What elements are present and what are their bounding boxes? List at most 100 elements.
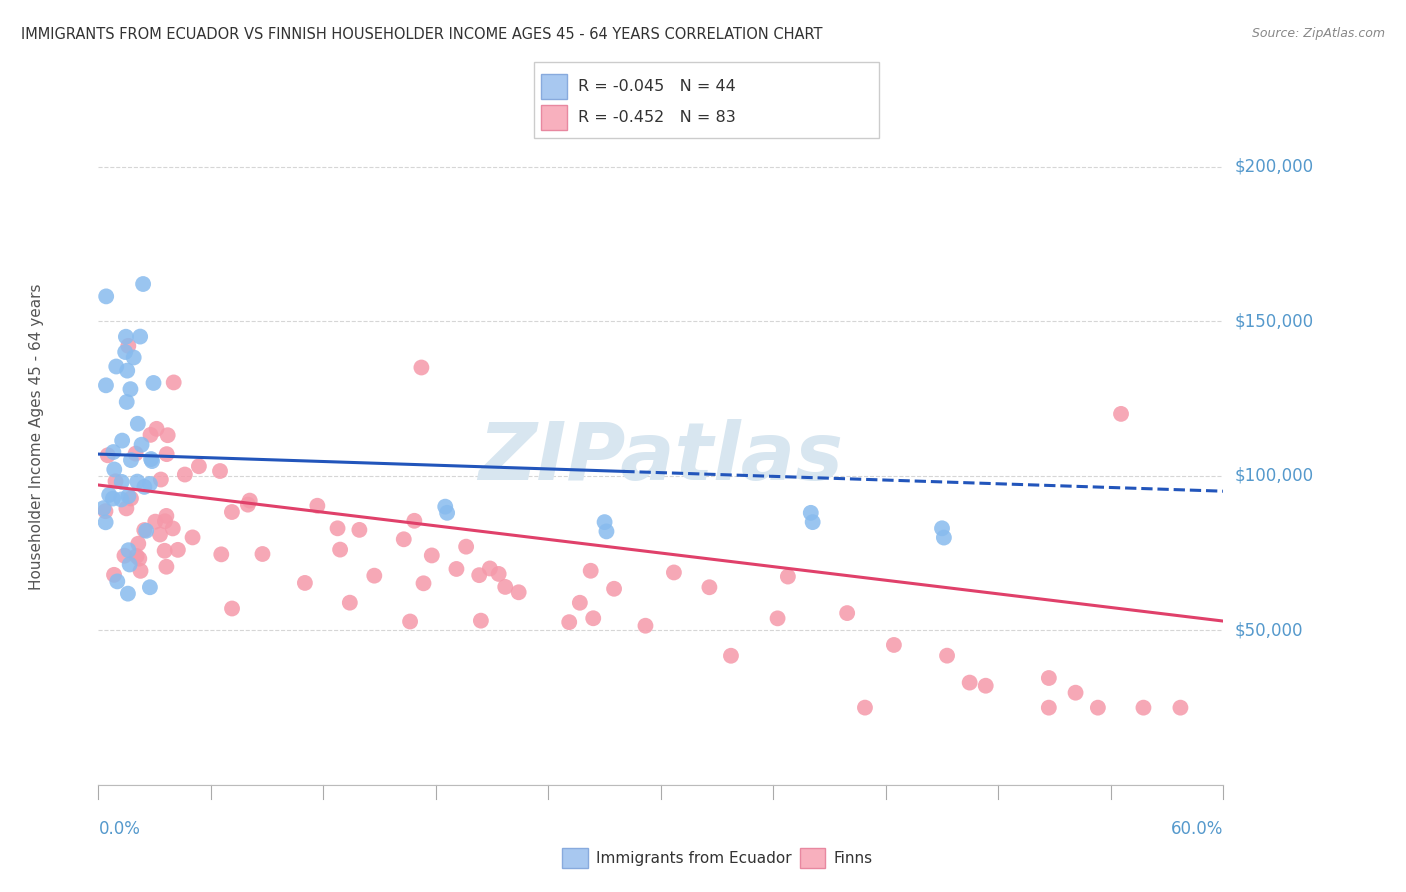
Point bbox=[115, 395, 138, 409]
Point bbox=[120, 453, 142, 467]
Point bbox=[103, 462, 125, 476]
Point bbox=[155, 559, 177, 574]
Point bbox=[153, 514, 176, 528]
Text: Householder Income Ages 45 - 64 years: Householder Income Ages 45 - 64 years bbox=[30, 284, 44, 591]
Point bbox=[115, 330, 138, 344]
Point bbox=[115, 363, 138, 377]
Point bbox=[131, 438, 153, 452]
Point bbox=[392, 533, 415, 547]
Point bbox=[349, 523, 371, 537]
Point bbox=[114, 549, 136, 563]
Point bbox=[120, 382, 142, 396]
Point bbox=[634, 618, 657, 632]
Point bbox=[153, 543, 176, 558]
Point bbox=[236, 498, 259, 512]
Text: R = -0.045   N = 44: R = -0.045 N = 44 bbox=[578, 79, 735, 94]
Text: $100,000: $100,000 bbox=[1234, 467, 1313, 484]
Point bbox=[94, 378, 117, 392]
Point bbox=[801, 515, 824, 529]
Point bbox=[1109, 407, 1132, 421]
Point bbox=[139, 580, 162, 594]
Point bbox=[329, 542, 352, 557]
Point bbox=[720, 648, 742, 663]
Point bbox=[93, 501, 115, 516]
Point bbox=[776, 569, 799, 583]
Point bbox=[468, 568, 491, 582]
Point bbox=[173, 467, 195, 482]
Text: R = -0.452   N = 83: R = -0.452 N = 83 bbox=[578, 111, 735, 125]
Point bbox=[98, 488, 121, 502]
Point bbox=[1064, 686, 1087, 700]
Point bbox=[326, 521, 349, 535]
Point bbox=[412, 576, 434, 591]
Text: 60.0%: 60.0% bbox=[1171, 820, 1223, 838]
Point bbox=[221, 505, 243, 519]
Point bbox=[936, 648, 959, 663]
Point bbox=[167, 542, 190, 557]
Point bbox=[307, 499, 329, 513]
Point bbox=[837, 606, 859, 620]
Point bbox=[127, 537, 149, 551]
Point bbox=[883, 638, 905, 652]
Point bbox=[124, 447, 146, 461]
Point bbox=[363, 568, 385, 582]
Point bbox=[436, 506, 458, 520]
Point bbox=[117, 339, 139, 353]
Point bbox=[1132, 700, 1154, 714]
Point bbox=[579, 564, 602, 578]
Point bbox=[508, 585, 530, 599]
Point bbox=[120, 491, 142, 506]
Point bbox=[339, 596, 361, 610]
Point bbox=[117, 489, 139, 503]
Point bbox=[181, 530, 204, 544]
Point bbox=[420, 549, 443, 563]
Point bbox=[94, 516, 117, 530]
Point bbox=[187, 459, 209, 474]
Point bbox=[127, 475, 149, 489]
Point bbox=[221, 601, 243, 615]
Text: IMMIGRANTS FROM ECUADOR VS FINNISH HOUSEHOLDER INCOME AGES 45 - 64 YEARS CORRELA: IMMIGRANTS FROM ECUADOR VS FINNISH HOUSE… bbox=[21, 27, 823, 42]
Text: Source: ZipAtlas.com: Source: ZipAtlas.com bbox=[1251, 27, 1385, 40]
Point bbox=[156, 428, 179, 442]
Point bbox=[129, 564, 152, 578]
Point bbox=[488, 566, 510, 581]
Point bbox=[96, 289, 118, 303]
Point bbox=[155, 508, 177, 523]
Point bbox=[117, 543, 139, 558]
Point bbox=[252, 547, 274, 561]
Point bbox=[127, 417, 149, 431]
Point bbox=[103, 445, 125, 459]
Point bbox=[974, 679, 997, 693]
Point bbox=[104, 475, 127, 489]
Point bbox=[163, 376, 186, 390]
Point bbox=[162, 521, 184, 535]
Point bbox=[1087, 700, 1109, 714]
Point bbox=[1170, 700, 1192, 714]
Point bbox=[122, 351, 145, 365]
Point bbox=[142, 376, 165, 390]
Point bbox=[595, 524, 617, 539]
Point bbox=[766, 611, 789, 625]
Point bbox=[143, 515, 166, 529]
Point bbox=[139, 428, 162, 442]
Point bbox=[118, 558, 141, 572]
Point bbox=[959, 675, 981, 690]
Point bbox=[294, 576, 316, 591]
Point bbox=[593, 515, 616, 529]
Point bbox=[932, 531, 955, 545]
Text: Finns: Finns bbox=[834, 851, 873, 865]
Point bbox=[662, 566, 685, 580]
Point bbox=[94, 504, 117, 518]
Text: $200,000: $200,000 bbox=[1234, 158, 1313, 176]
Point bbox=[101, 491, 124, 506]
Text: $50,000: $50,000 bbox=[1234, 622, 1303, 640]
Point bbox=[478, 561, 501, 575]
Point bbox=[105, 359, 128, 374]
Text: Immigrants from Ecuador: Immigrants from Ecuador bbox=[596, 851, 792, 865]
Point bbox=[931, 521, 953, 535]
Point bbox=[132, 277, 155, 291]
Point bbox=[156, 447, 179, 461]
Point bbox=[125, 549, 148, 563]
Point bbox=[135, 524, 157, 538]
Text: ZIPatlas: ZIPatlas bbox=[478, 419, 844, 497]
